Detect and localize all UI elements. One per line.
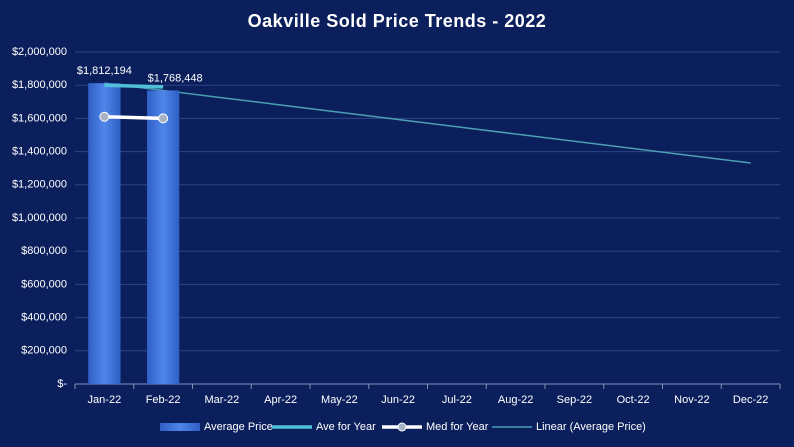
- bar: [88, 83, 121, 385]
- y-tick-label: $800,000: [21, 245, 67, 257]
- y-tick-label: $1,000,000: [12, 212, 67, 224]
- y-tick-label: $200,000: [21, 345, 67, 357]
- y-tick-label: $1,600,000: [12, 112, 67, 124]
- x-tick-label: Dec-22: [733, 394, 768, 406]
- x-tick-label: Mar-22: [204, 394, 239, 406]
- y-tick-label: $1,800,000: [12, 79, 67, 91]
- x-tick-label: Oct-22: [617, 394, 650, 406]
- legend-label: Ave for Year: [316, 421, 376, 433]
- x-tick-label: May-22: [321, 394, 358, 406]
- marker: [158, 113, 169, 124]
- data-label: $1,812,194: [77, 65, 132, 77]
- y-tick-label: $1,200,000: [12, 179, 67, 191]
- legend-swatch: [160, 423, 200, 431]
- legend-label: Average Price: [204, 421, 273, 433]
- x-tick-label: Jun-22: [381, 394, 415, 406]
- y-tick-label: $600,000: [21, 278, 67, 290]
- y-tick-label: $1,400,000: [12, 146, 67, 158]
- x-tick-label: Jan-22: [88, 394, 122, 406]
- y-tick-label: $2,000,000: [12, 46, 67, 58]
- y-tick-label: $-: [57, 378, 67, 390]
- x-tick-label: Feb-22: [146, 394, 181, 406]
- x-tick-label: Apr-22: [264, 394, 297, 406]
- y-tick-label: $400,000: [21, 312, 67, 324]
- x-tick-label: Jul-22: [442, 394, 472, 406]
- chart-title: Oakville Sold Price Trends - 2022: [248, 11, 547, 31]
- bar: [146, 90, 180, 385]
- marker: [99, 111, 110, 122]
- line: [104, 114, 164, 121]
- x-tick-label: Nov-22: [674, 394, 709, 406]
- legend-label: Med for Year: [426, 421, 489, 433]
- x-tick-label: Sep-22: [557, 394, 592, 406]
- legend-marker: [397, 422, 407, 432]
- line: [104, 82, 751, 164]
- data-label: $1,768,448: [148, 72, 203, 84]
- x-tick-label: Aug-22: [498, 394, 533, 406]
- line: [104, 83, 164, 89]
- legend-label: Linear (Average Price): [536, 421, 646, 433]
